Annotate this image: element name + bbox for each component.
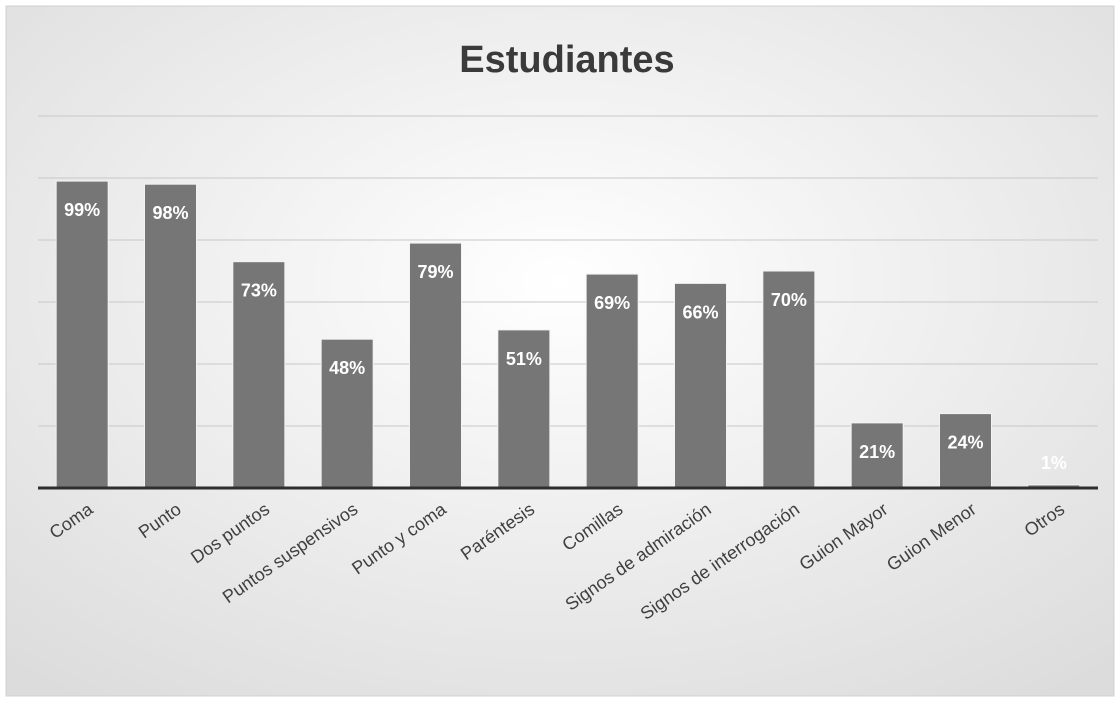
data-label-7: 69%	[594, 293, 630, 313]
bar-1	[55, 180, 109, 489]
chart-title: Estudiantes	[459, 39, 674, 81]
data-label-2: 98%	[152, 203, 188, 223]
data-label-8: 66%	[682, 302, 718, 322]
bar-2	[144, 183, 197, 489]
data-label-3: 73%	[241, 281, 277, 301]
bars	[55, 180, 1081, 489]
data-labels: 99% 98% 73% 48% 79% 51% 69% 66% 70% 21% 24% 1%	[64, 200, 1067, 473]
data-label-12: 1%	[1041, 453, 1067, 473]
data-label-1: 99%	[64, 200, 100, 220]
bar-6	[497, 329, 551, 489]
data-label-6: 51%	[506, 349, 542, 369]
data-label-4: 48%	[329, 358, 365, 378]
bar-11	[939, 413, 992, 489]
bar-10	[850, 422, 904, 489]
data-label-9: 70%	[771, 290, 807, 310]
gridlines	[38, 115, 1098, 427]
data-label-11: 24%	[947, 433, 983, 453]
data-label-5: 79%	[417, 262, 453, 282]
bar-5	[409, 242, 462, 489]
bar-8	[674, 282, 727, 489]
bar-9	[762, 270, 816, 489]
data-label-10: 21%	[859, 442, 895, 462]
bar-7	[585, 273, 639, 489]
